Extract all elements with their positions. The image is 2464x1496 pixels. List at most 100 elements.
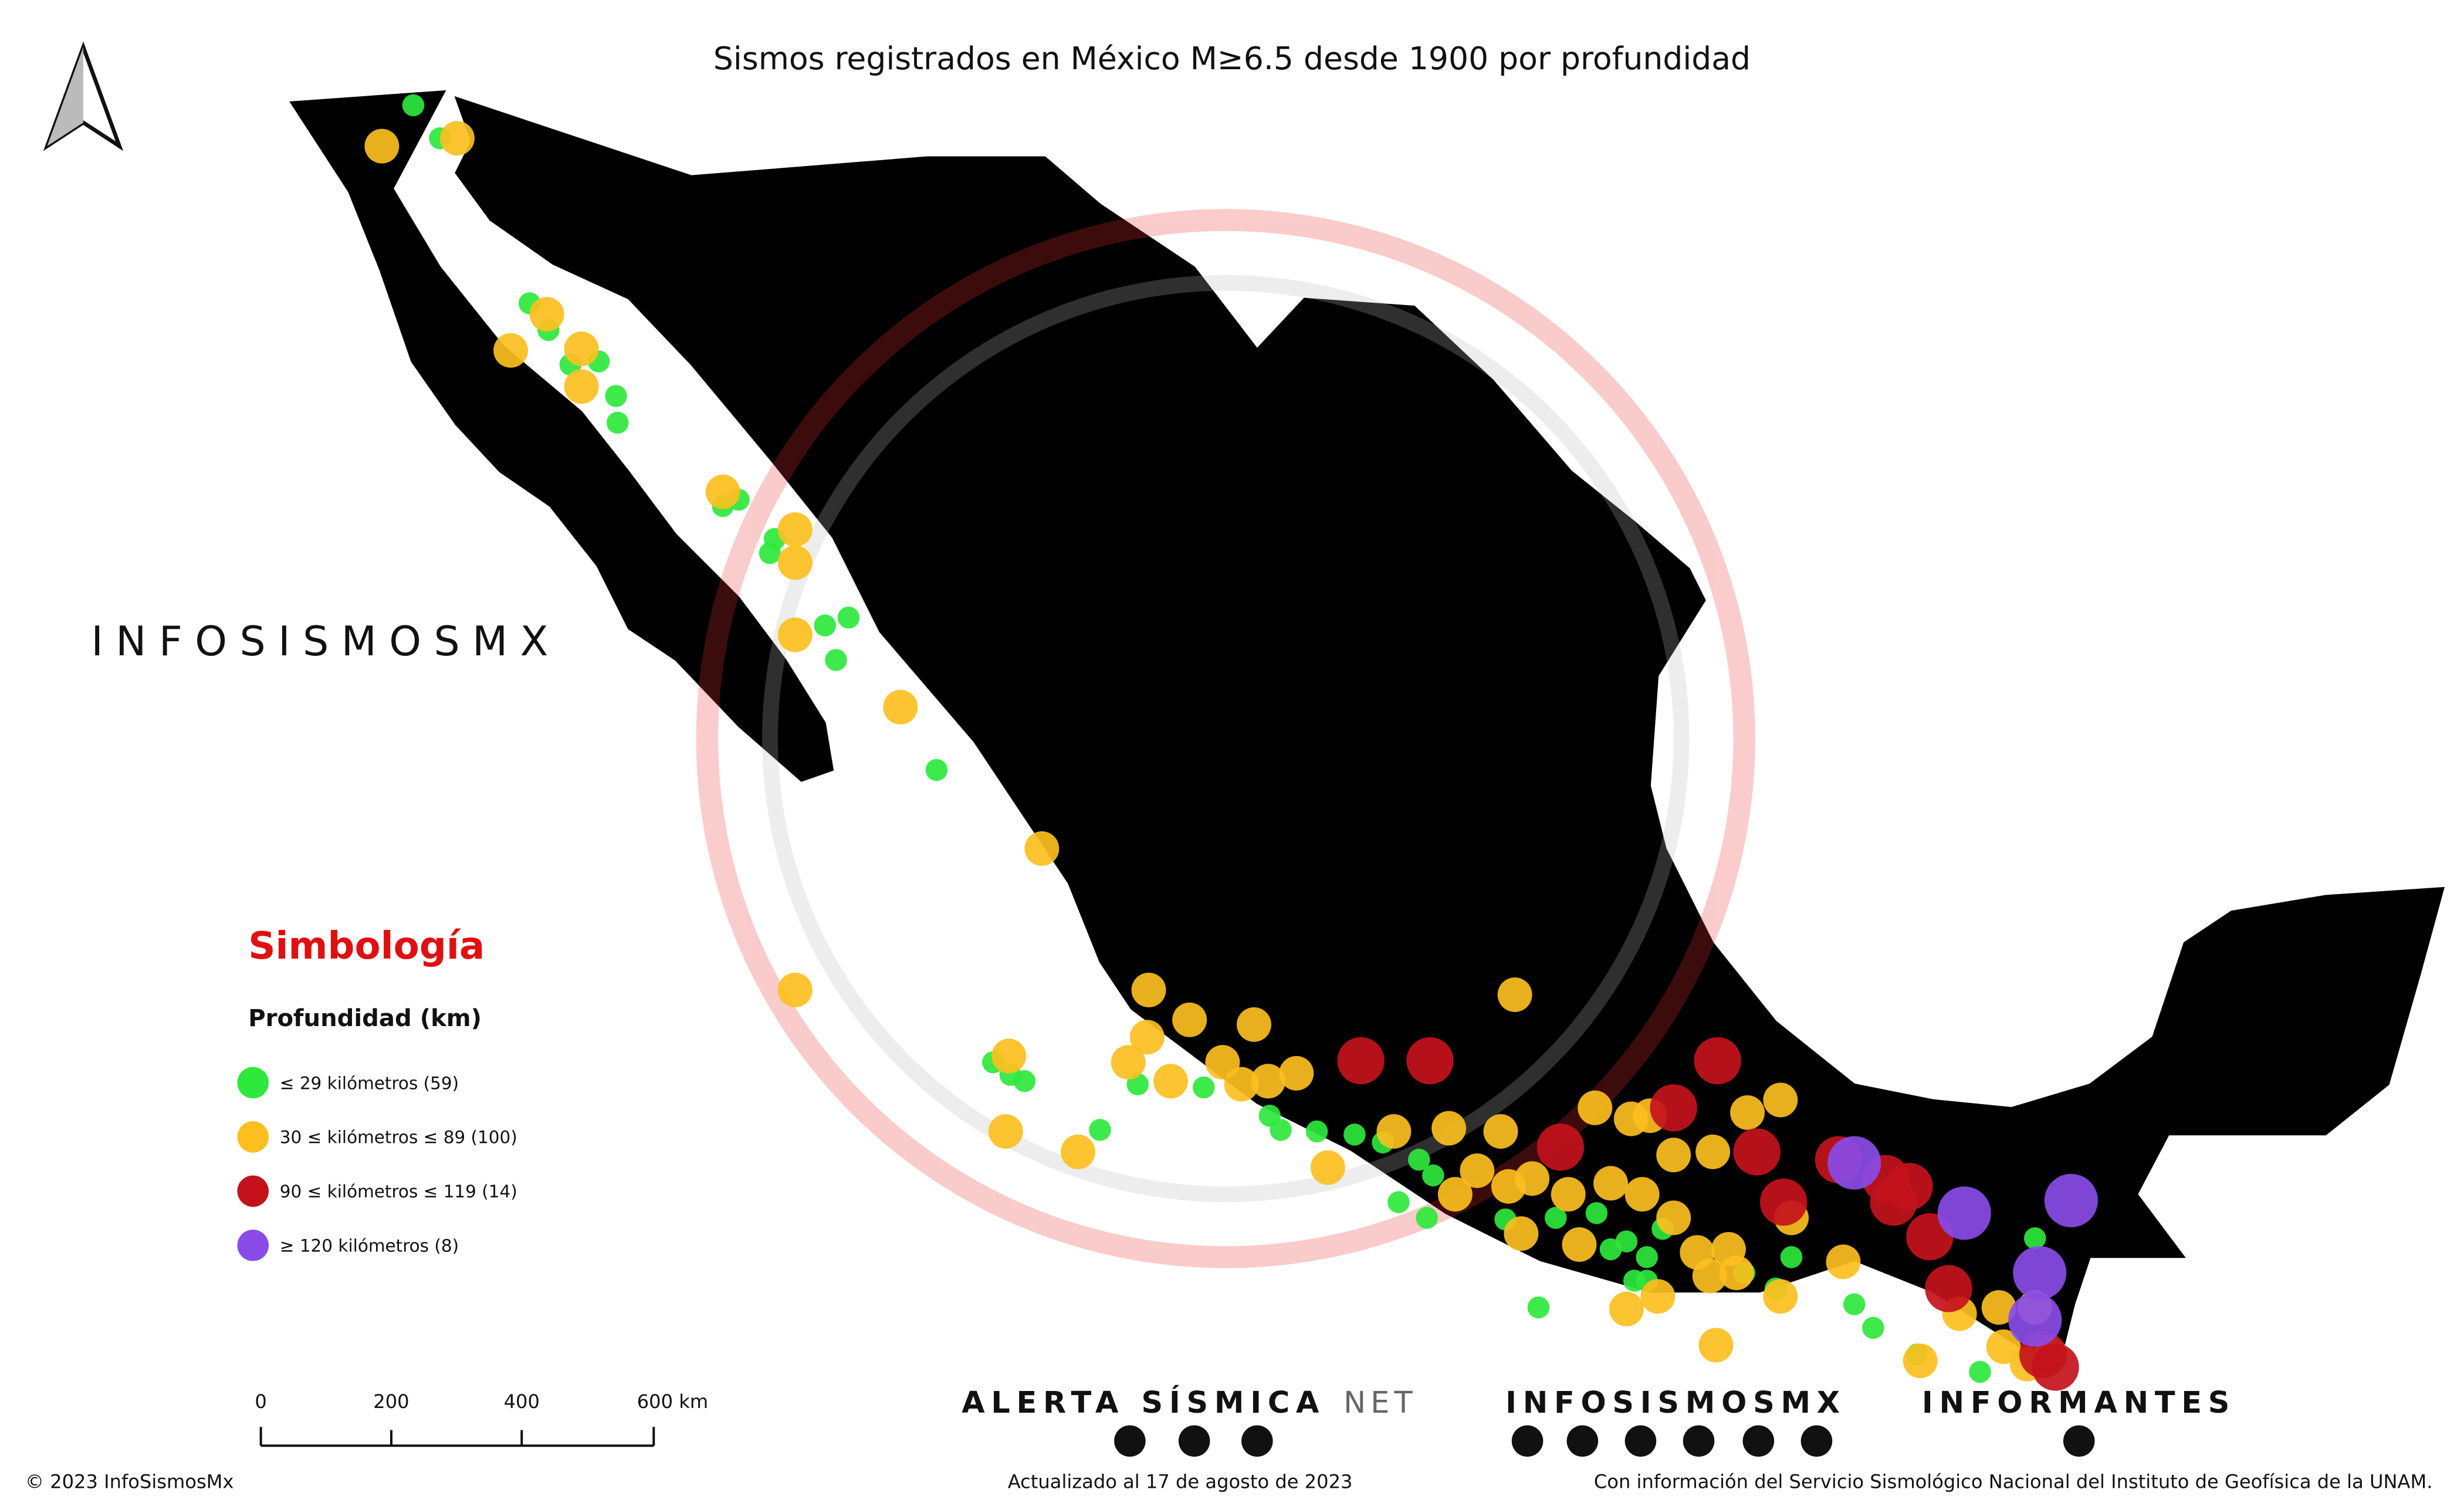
earthquake-point [1763,1082,1798,1118]
earthquake-point [2013,1246,2067,1300]
earthquake-point [1585,1202,1608,1224]
earthquake-point [1981,1290,2016,1325]
scale-labels: 0 200 400 600 km [255,1390,708,1413]
earthquake-point [2008,1293,2062,1347]
earthquake-point [1545,1207,1567,1229]
earthquake-point [1406,1037,1454,1085]
scale-label: 400 [504,1390,540,1413]
earthquake-point [1870,1178,1917,1226]
earthquake-point [1024,831,1060,866]
earthquake-point [1515,1161,1550,1196]
earthquake-point [402,94,425,117]
earthquake-point [1224,1067,1259,1102]
earthquake-point [1172,1002,1207,1037]
earthquake-point [1730,1095,1765,1130]
earthquake-point [1270,1119,1292,1141]
earthquake-point [564,369,599,404]
earthquake-point [1593,1166,1628,1201]
earthquake-point [1862,1316,1884,1339]
earthquake-point [705,474,740,509]
brand-logo: INFOSISMOSMX [91,618,560,665]
earthquake-point [1780,1246,1803,1268]
earthquake-point [1279,1056,1314,1091]
legend-label: 30 ≤ kilómetros ≤ 89 (100) [280,1128,517,1148]
earthquake-point [925,759,948,781]
earthquake-point [1497,977,1532,1012]
earthquake-point [1089,1119,1111,1141]
earthquake-point [1536,1123,1584,1171]
earthquake-point [1193,1076,1215,1099]
updated-date: Actualizado al 17 de agosto de 2023 [1008,1471,1353,1493]
compass [43,41,124,151]
earthquake-point [1694,1037,1741,1085]
earthquake-point [1843,1293,1866,1315]
earthquake-point [1527,1296,1550,1319]
earthquake-point [1656,1200,1691,1236]
earthquake-point [1422,1164,1444,1187]
legend-label: 90 ≤ kilómetros ≤ 119 (14) [280,1182,517,1201]
earthquake-point [1460,1153,1495,1188]
earthquake-point [1656,1138,1691,1173]
earthquake-point [1337,1037,1385,1085]
earthquake-point [2032,1343,2079,1391]
earthquake-point [1153,1064,1188,1099]
earthquake-points [364,94,2098,1391]
earthquake-point [777,617,813,652]
earthquake-point [1013,1070,1036,1092]
earthquake-point [1636,1246,1658,1268]
earthquake-point [1061,1134,1095,1169]
earthquake-point [1925,1265,1972,1312]
country-shape [289,90,2445,1369]
watermark [696,209,1755,1268]
earthquake-point [1698,1328,1734,1363]
earthquake-point [1551,1177,1586,1212]
legend-subtitle: Profundidad (km) [248,1005,482,1032]
earthquake-point [606,411,629,434]
legend-swatch [237,1229,269,1261]
earthquake-point [1387,1191,1410,1213]
earthquake-point [364,128,400,164]
earthquake-point [1437,1177,1473,1212]
earthquake-point [1237,1007,1271,1042]
earthquake-point [1310,1150,1345,1185]
earthquake-point [777,545,813,580]
earthquake-point [1609,1291,1644,1326]
earthquake-point [1131,973,1166,1007]
legend-swatch [237,1067,269,1099]
scale-label: 200 [373,1390,409,1413]
legend-swatch [237,1175,269,1207]
earthquake-point [1504,1216,1539,1251]
earthquake-point [605,385,627,407]
legend-label: ≤ 29 kilómetros (59) [280,1073,459,1093]
earthquake-point [1695,1134,1731,1169]
earthquake-point [1827,1136,1881,1190]
legend-title: Simbología [248,924,485,968]
earthquake-point [814,614,836,637]
earthquake-point [1763,1279,1798,1314]
earthquake-point [1408,1149,1430,1171]
informantes-logo: INFORMANTES [1922,1386,2236,1420]
earthquake-point [1692,1258,1727,1294]
scale-label: 600 km [637,1390,708,1413]
earthquake-point [1969,1360,1991,1383]
legend-label: ≥ 120 kilómetros (8) [280,1236,459,1255]
earthquake-point [1431,1111,1467,1146]
earthquake-point [1719,1255,1754,1291]
earthquake-point [1903,1343,1938,1379]
earthquake-point [1129,1020,1165,1055]
earthquake-point [825,649,847,671]
earthquake-point [837,606,860,629]
earthquake-point [1376,1114,1412,1149]
earthquake-point [1615,1230,1638,1253]
earthquake-point [1483,1114,1518,1149]
earthquake-point [1760,1178,1808,1226]
earthquake-point [529,297,564,332]
earthquake-point [759,542,781,564]
earthquake-point [493,333,528,368]
earthquake-point [991,1038,1027,1074]
alerta-logo: ALERTA SÍSMICA [962,1385,1325,1420]
earthquake-point [883,689,918,725]
earthquake-point [1562,1227,1597,1262]
earthquake-point [1578,1090,1613,1125]
data-source: Con información del Servicio Sismológico… [1594,1471,2433,1493]
